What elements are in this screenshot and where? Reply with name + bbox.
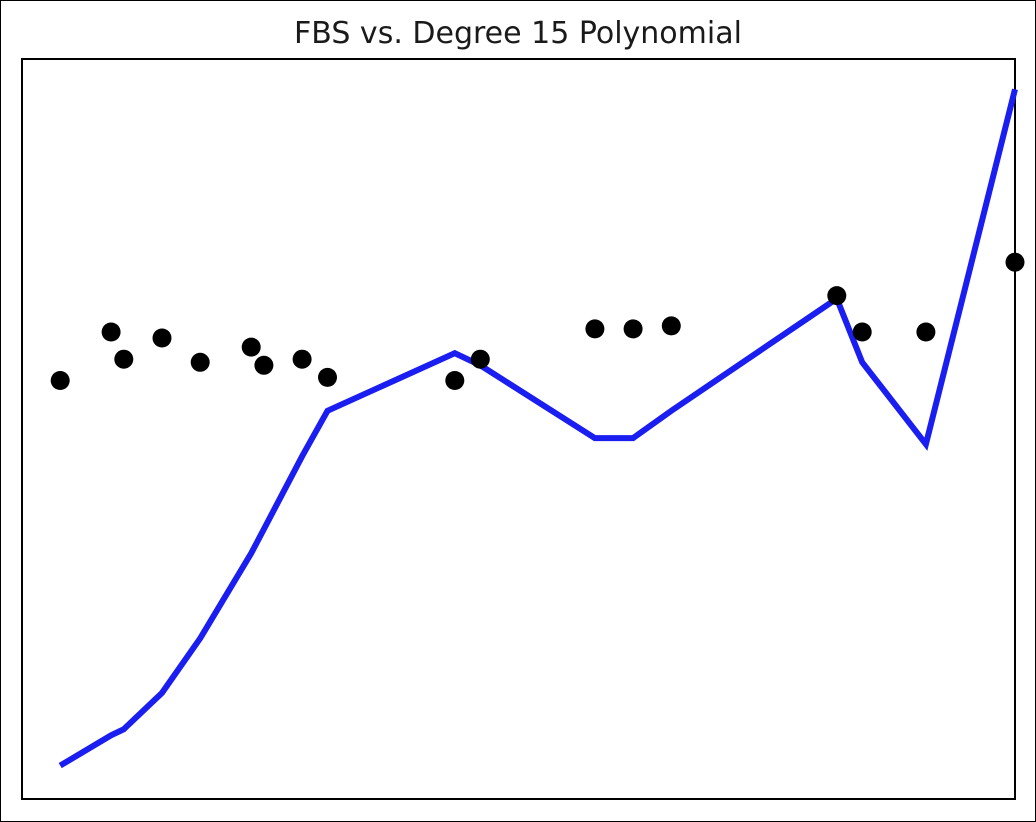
data-point (827, 286, 847, 306)
data-point (585, 319, 605, 339)
data-point (916, 322, 936, 342)
data-point (852, 322, 872, 342)
data-point (445, 371, 465, 390)
polynomial-fit-line (58, 88, 1018, 769)
data-point (1005, 252, 1025, 272)
data-point (114, 349, 134, 369)
data-point (470, 349, 490, 369)
data-point (661, 316, 681, 336)
data-point (254, 355, 274, 375)
data-point (292, 349, 312, 369)
axes-box (21, 58, 1016, 800)
data-point (318, 367, 337, 387)
data-point (623, 319, 643, 339)
data-point (50, 371, 70, 390)
data-point (152, 328, 172, 348)
series-layer (50, 88, 1025, 769)
data-point (190, 352, 210, 372)
data-point (241, 337, 261, 357)
chart-title: FBS vs. Degree 15 Polynomial (294, 16, 742, 51)
data-point (101, 322, 121, 342)
